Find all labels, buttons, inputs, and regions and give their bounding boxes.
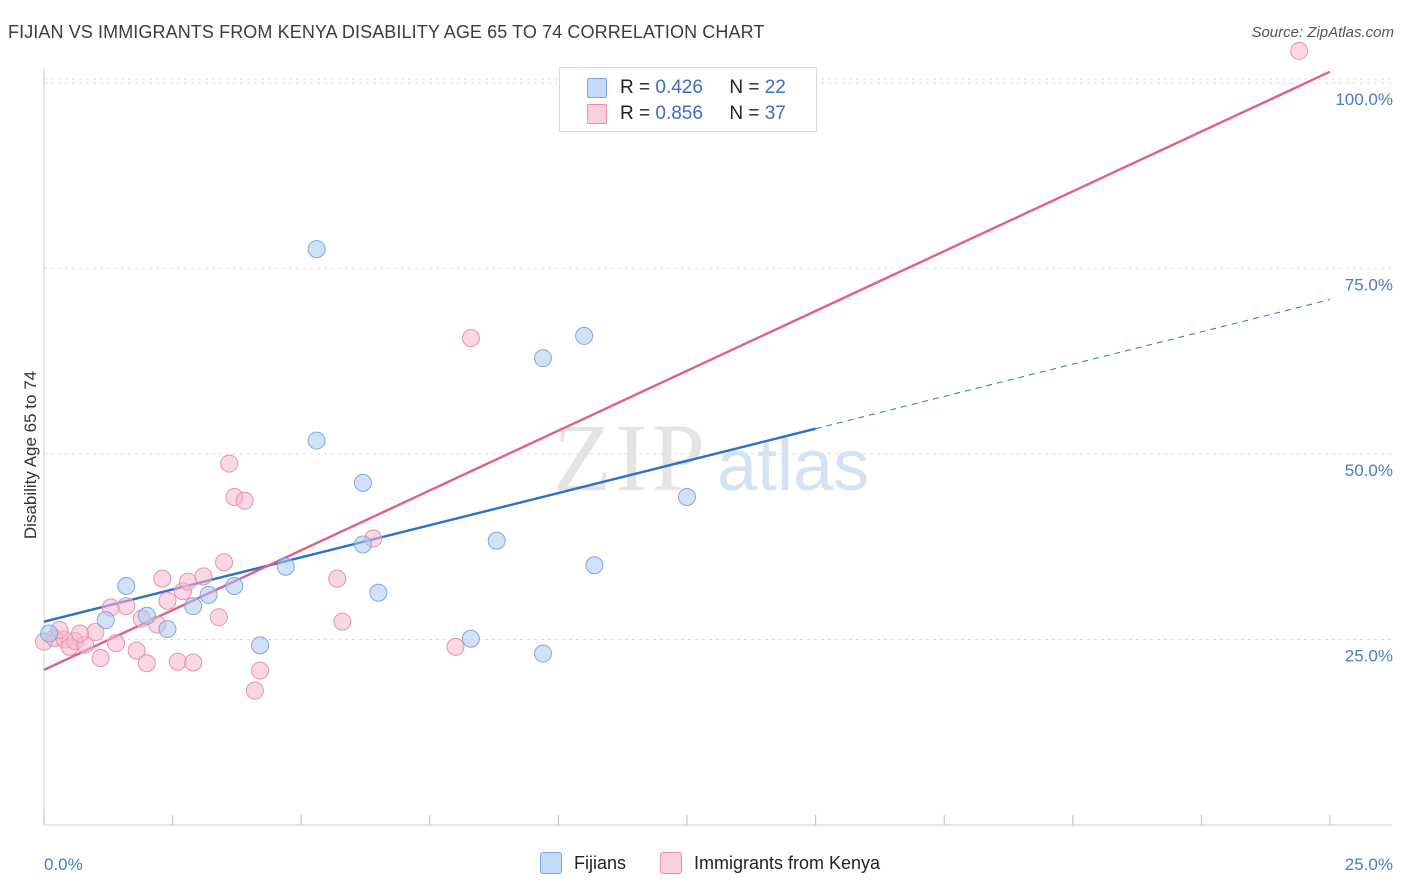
kenya-point — [158, 591, 177, 610]
kenya-point — [209, 608, 228, 627]
kenya-point — [220, 454, 239, 473]
x-tick-label: 0.0% — [44, 855, 83, 874]
fijians-point — [251, 636, 270, 655]
kenya-point — [168, 652, 187, 671]
kenya-point — [71, 624, 90, 643]
legend-r-value-kenya: 0.856 — [655, 103, 703, 124]
fijians-point — [533, 349, 552, 368]
fijians-trend-extension — [815, 299, 1331, 430]
bottom-legend-swatch-kenya — [660, 852, 682, 874]
legend-n-label: N = — [729, 77, 760, 98]
bottom-legend-kenya: Immigrants from Kenya — [660, 852, 880, 874]
fijians-point — [184, 597, 203, 616]
kenya-point — [91, 649, 110, 668]
tick-labels: 25.0% 50.0% 75.0% 100.0% 0.0% 25.0% — [44, 90, 1393, 874]
kenya-point — [153, 569, 172, 588]
kenya-point — [333, 612, 352, 631]
bottom-legend-label-fijians: Fijians — [574, 852, 627, 873]
y-tick-label: 100.0% — [1335, 90, 1393, 109]
fijians-point — [461, 629, 480, 648]
fijians-point — [117, 577, 136, 596]
legend-n-value-kenya: 37 — [764, 103, 786, 124]
y-tick-label: 50.0% — [1345, 461, 1393, 480]
fijians-point — [199, 585, 218, 604]
fijians-point — [225, 577, 244, 596]
fijians-point — [276, 557, 295, 576]
x-tick-label: 25.0% — [1345, 855, 1393, 874]
fijians-point — [678, 487, 696, 506]
legend-r-label: R = — [620, 103, 651, 124]
fijians-point — [307, 240, 326, 259]
kenya-point — [179, 572, 198, 591]
y-tick-label: 25.0% — [1345, 646, 1393, 665]
kenya-point — [235, 491, 254, 510]
kenya-point — [215, 553, 234, 572]
fijians-point — [307, 431, 326, 450]
fijians-point — [369, 583, 388, 602]
fijians-trend-line — [43, 427, 816, 623]
watermark-atlas: atlas — [717, 426, 869, 506]
y-tick-label: 75.0% — [1345, 275, 1393, 294]
legend-swatch-fijians — [587, 78, 607, 98]
kenya-point — [194, 567, 213, 586]
kenya-point — [107, 634, 126, 653]
fijians-point — [533, 644, 552, 663]
kenya-point — [328, 569, 347, 588]
kenya-point — [251, 661, 270, 680]
fijians-point — [96, 611, 115, 630]
kenya-point — [245, 681, 264, 700]
kenya-point — [184, 653, 203, 672]
data-points — [35, 41, 1309, 700]
fijians-point — [40, 624, 59, 643]
kenya-point — [137, 654, 156, 673]
trend-lines — [43, 70, 1331, 671]
legend-r-value-fijians: 0.426 — [655, 77, 703, 98]
legend-swatch-kenya — [587, 104, 607, 124]
fijians-point — [487, 531, 506, 550]
fijians-point — [137, 606, 156, 625]
kenya-point — [446, 637, 465, 656]
gridlines — [44, 78, 1392, 640]
fijians-point — [585, 556, 604, 575]
axes — [43, 68, 1392, 826]
fijians-point — [353, 535, 372, 554]
chart-source: Source: ZipAtlas.com — [1251, 24, 1394, 41]
fijians-point — [353, 473, 372, 492]
kenya-point — [1290, 41, 1309, 60]
watermark: ZIP atlas — [553, 404, 869, 511]
kenya-point — [127, 641, 146, 660]
kenya-point — [117, 597, 136, 616]
bottom-legend-swatch-fijians — [540, 852, 562, 874]
chart-title: FIJIAN VS IMMIGRANTS FROM KENYA DISABILI… — [8, 22, 765, 42]
legend-n-value-fijians: 22 — [764, 77, 786, 98]
legend-n-label: N = — [729, 103, 760, 124]
bottom-legend-fijians: Fijians — [540, 852, 626, 874]
bottom-legend-label-kenya: Immigrants from Kenya — [694, 852, 881, 873]
legend: R = 0.426 N = 22 R = 0.856 N = 37 — [559, 67, 817, 132]
fijians-point — [575, 326, 594, 345]
legend-r-label: R = — [620, 77, 651, 98]
fijians-point — [158, 620, 177, 639]
y-axis-label: Disability Age 65 to 74 — [21, 371, 40, 539]
kenya-point — [461, 329, 480, 348]
kenya-trend-line — [43, 70, 1331, 671]
